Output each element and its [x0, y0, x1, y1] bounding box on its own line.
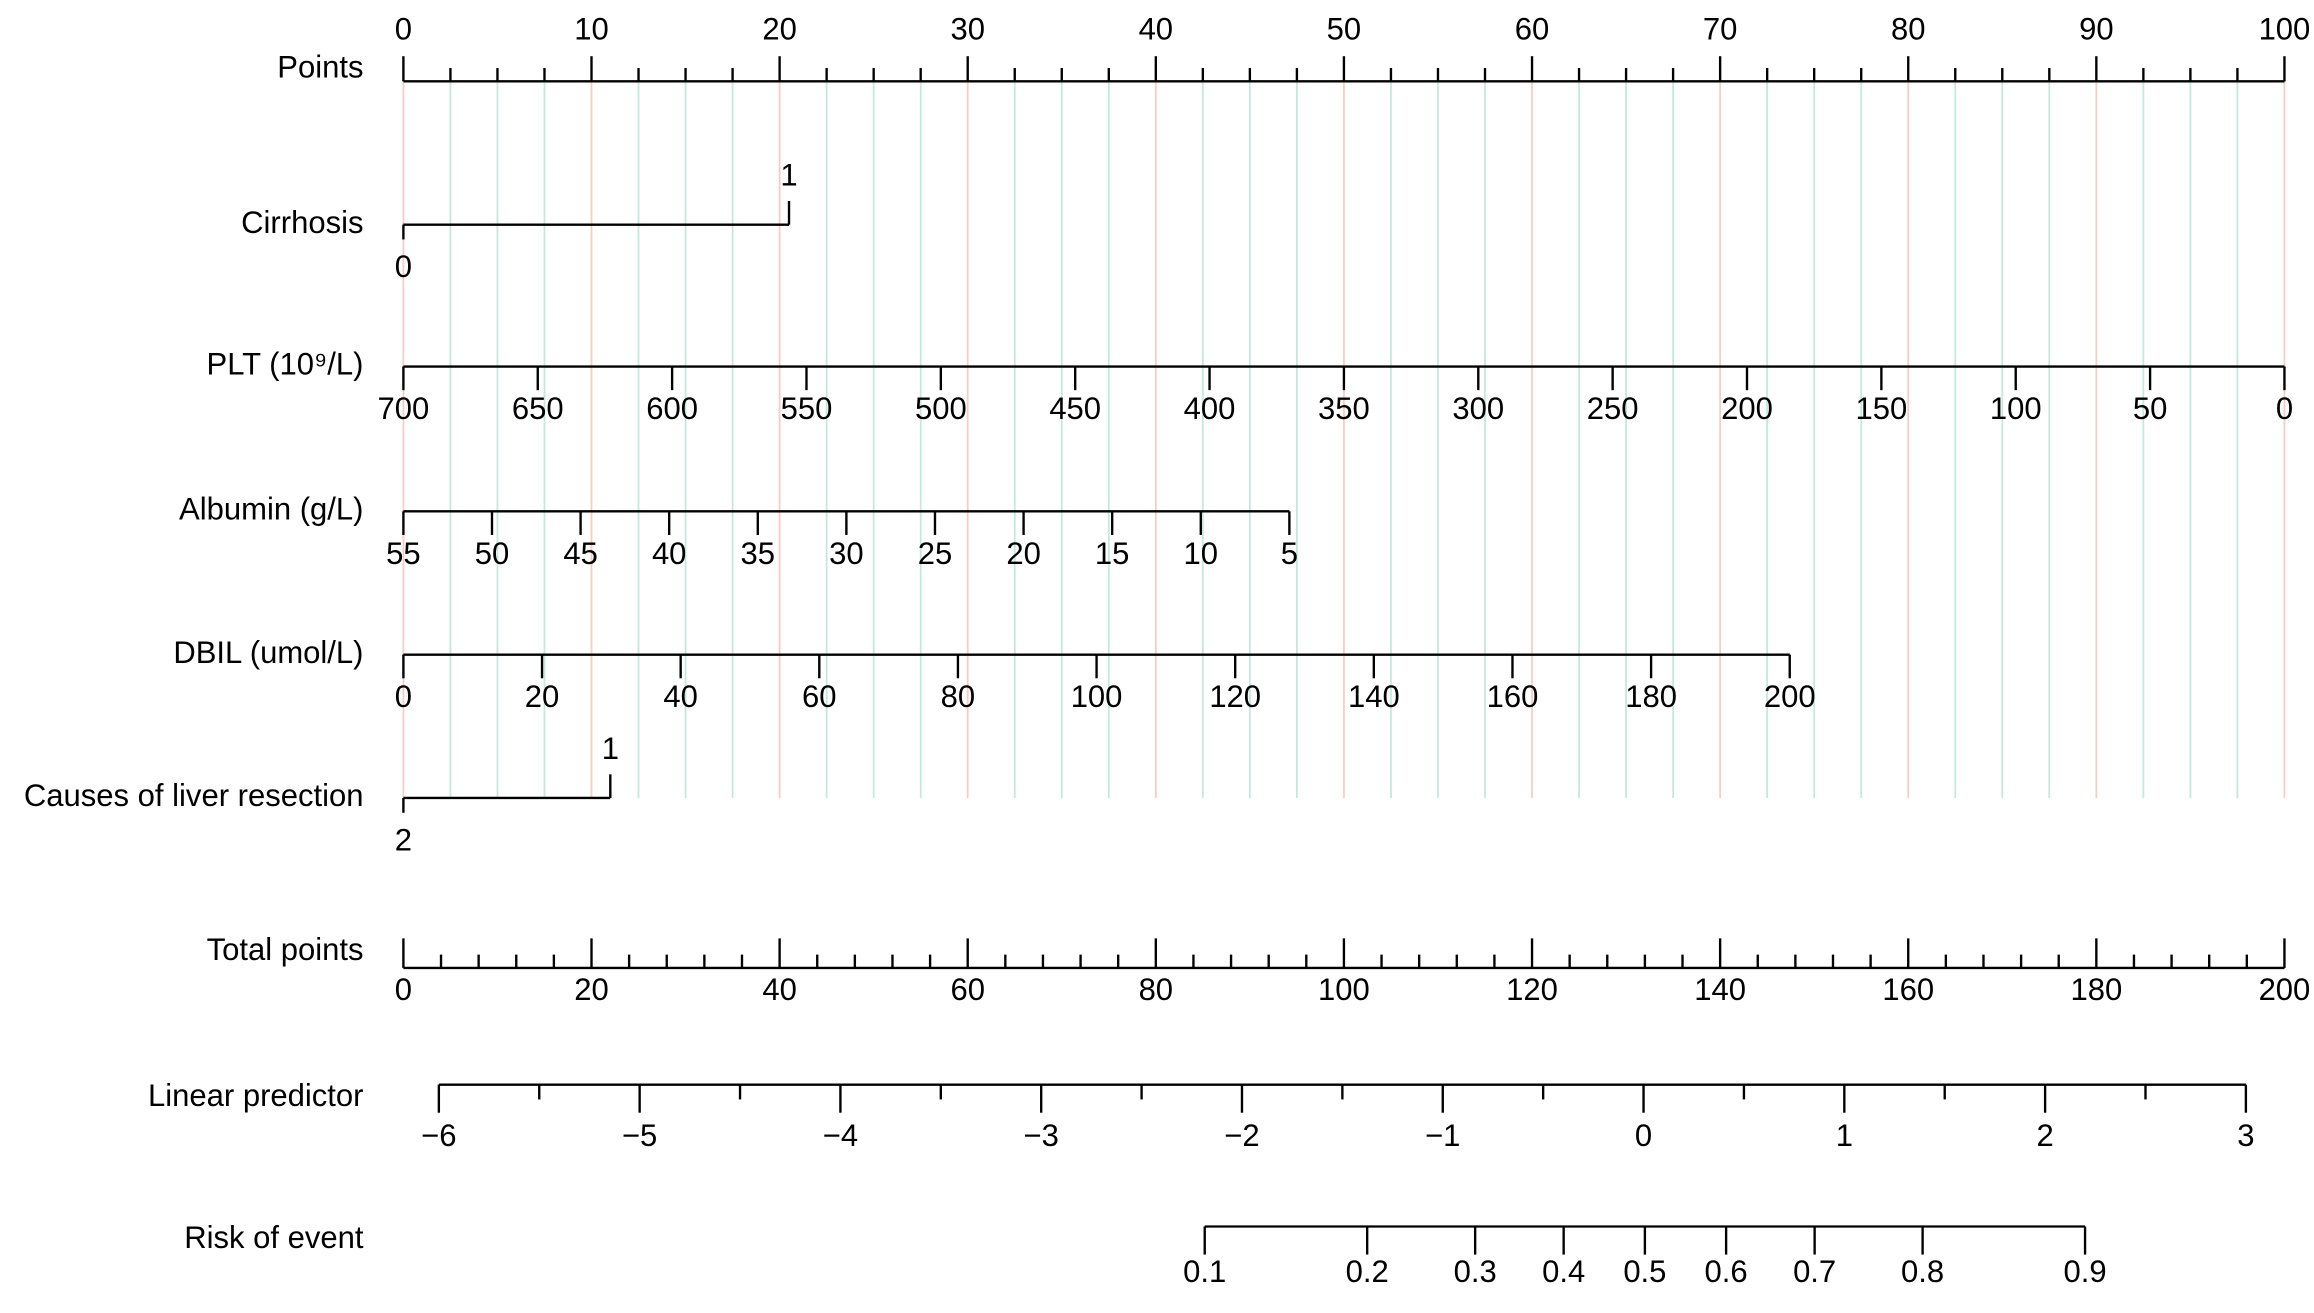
tick-label: 20	[525, 679, 559, 714]
tick-label: 0	[1635, 1118, 1652, 1153]
tick-label: 400	[1184, 391, 1236, 426]
tick-label: 35	[741, 536, 776, 571]
tick-label: 2	[395, 823, 412, 858]
tick-label: 90	[2079, 11, 2114, 46]
tick-label: 1	[780, 158, 797, 193]
tick-label: 50	[2133, 391, 2168, 426]
tick-label: 200	[1764, 679, 1816, 714]
tick-label: 55	[386, 536, 420, 571]
row-label: Points	[277, 50, 363, 85]
tick-label: 450	[1049, 391, 1101, 426]
tick-label: 30	[829, 536, 864, 571]
tick-label: 80	[1139, 972, 1174, 1007]
tick-label: 40	[762, 972, 797, 1007]
tick-label: 0.9	[2063, 1254, 2106, 1289]
tick-label: 40	[1139, 11, 1174, 46]
tick-label: 10	[574, 11, 608, 46]
tick-label: 0	[395, 679, 412, 714]
tick-label: 0	[2276, 391, 2293, 426]
tick-label: 45	[563, 536, 598, 571]
tick-label: 1	[602, 731, 619, 766]
tick-label: 160	[1882, 972, 1934, 1007]
tick-label: 80	[941, 679, 976, 714]
tick-label: 160	[1487, 679, 1539, 714]
row-label: Linear predictor	[148, 1078, 364, 1113]
tick-label: 150	[1855, 391, 1907, 426]
tick-label: 10	[1184, 536, 1219, 571]
row-label: DBIL (umol/L)	[173, 635, 363, 670]
tick-label: 0.3	[1454, 1254, 1497, 1289]
tick-label: 20	[574, 972, 608, 1007]
tick-label: 25	[918, 536, 953, 571]
tick-label: 60	[802, 679, 837, 714]
tick-label: −5	[622, 1118, 657, 1153]
tick-label: 80	[1891, 11, 1926, 46]
tick-label: 700	[378, 391, 430, 426]
row-label: Albumin (g/L)	[179, 492, 363, 527]
tick-label: 200	[2259, 972, 2311, 1007]
tick-label: 0	[395, 249, 412, 284]
tick-label: 0.7	[1793, 1254, 1836, 1289]
tick-label: 100	[1990, 391, 2042, 426]
row-label: Causes of liver resection	[24, 778, 364, 813]
tick-label: 5	[1281, 536, 1298, 571]
tick-label: 180	[1625, 679, 1677, 714]
tick-label: 140	[1348, 679, 1400, 714]
tick-label: −4	[823, 1118, 858, 1153]
tick-label: 180	[2070, 972, 2122, 1007]
tick-label: 0.1	[1183, 1254, 1226, 1289]
tick-label: 650	[512, 391, 564, 426]
row-label: PLT (10⁹/L)	[207, 347, 364, 382]
tick-label: 100	[2259, 11, 2311, 46]
tick-label: 250	[1587, 391, 1639, 426]
tick-label: 2	[2036, 1118, 2053, 1153]
tick-label: −6	[421, 1118, 456, 1153]
tick-label: 60	[1515, 11, 1550, 46]
tick-label: 200	[1721, 391, 1773, 426]
tick-label: −2	[1224, 1118, 1259, 1153]
row-label: Total points	[207, 932, 364, 967]
tick-label: 550	[781, 391, 833, 426]
tick-label: 40	[652, 536, 687, 571]
tick-label: 120	[1506, 972, 1558, 1007]
tick-label: 500	[915, 391, 967, 426]
tick-label: 40	[663, 679, 698, 714]
tick-label: 15	[1095, 536, 1130, 571]
tick-label: 70	[1703, 11, 1738, 46]
tick-label: 100	[1318, 972, 1370, 1007]
tick-label: 0.2	[1346, 1254, 1389, 1289]
tick-label: 30	[950, 11, 985, 46]
row-label: Risk of event	[184, 1220, 364, 1255]
grid	[402, 81, 2286, 798]
tick-label: 350	[1318, 391, 1370, 426]
tick-label: 50	[1327, 11, 1362, 46]
tick-label: 3	[2237, 1118, 2254, 1153]
tick-label: −1	[1425, 1118, 1460, 1153]
tick-label: 0.4	[1542, 1254, 1585, 1289]
tick-label: 0.5	[1623, 1254, 1666, 1289]
tick-label: 50	[475, 536, 510, 571]
tick-label: 100	[1071, 679, 1123, 714]
tick-label: 20	[762, 11, 797, 46]
tick-label: 60	[950, 972, 985, 1007]
tick-label: 0.6	[1705, 1254, 1748, 1289]
tick-label: 20	[1006, 536, 1041, 571]
tick-label: −3	[1024, 1118, 1059, 1153]
tick-label: 140	[1694, 972, 1746, 1007]
tick-label: 0.8	[1901, 1254, 1944, 1289]
tick-label: 1	[1836, 1118, 1853, 1153]
tick-label: 0	[395, 11, 412, 46]
row-label: Cirrhosis	[241, 205, 363, 240]
tick-label: 120	[1209, 679, 1261, 714]
tick-label: 300	[1452, 391, 1504, 426]
tick-label: 600	[646, 391, 698, 426]
tick-label: 0	[395, 972, 412, 1007]
